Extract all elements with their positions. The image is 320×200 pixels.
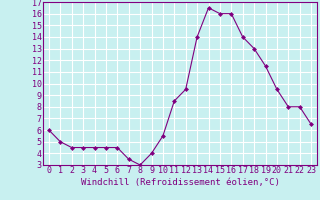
X-axis label: Windchill (Refroidissement éolien,°C): Windchill (Refroidissement éolien,°C) xyxy=(81,178,279,187)
